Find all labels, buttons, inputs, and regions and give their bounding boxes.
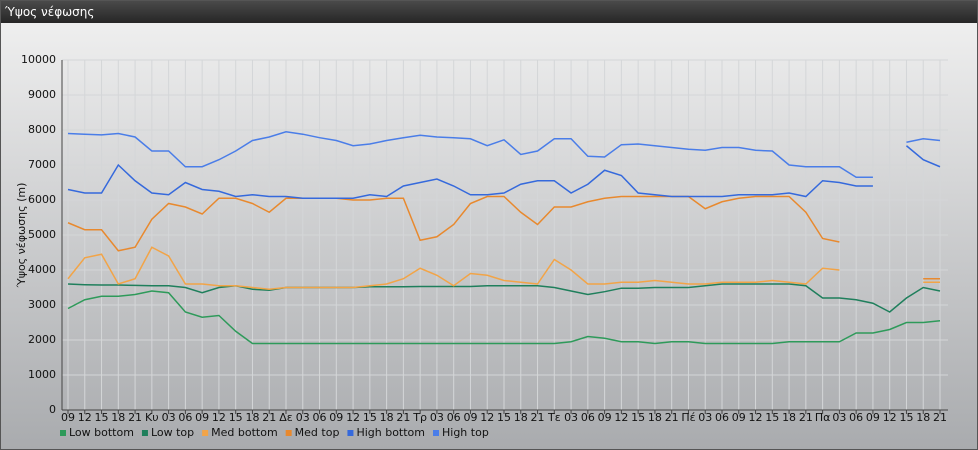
x-tick-label: 12 [212,411,226,424]
y-tick-label: 8000 [28,123,56,136]
x-tick-label: 06 [715,411,729,424]
y-tick-label: 2000 [28,333,56,346]
y-tick-label: 5000 [28,228,56,241]
x-tick-label: 15 [229,411,243,424]
x-tick-label: 06 [581,411,595,424]
legend-swatch [60,430,66,436]
x-tick-label: 09 [732,411,746,424]
y-tick-label: 6000 [28,193,56,206]
x-tick-label: 12 [346,411,360,424]
x-tick-label: 15 [765,411,779,424]
x-tick-label: 21 [531,411,545,424]
series-line [67,130,941,178]
x-tick-label: 18 [514,411,528,424]
x-tick-label: 06 [313,411,327,424]
x-tick-label: 15 [497,411,511,424]
x-tick-label: Πέ [681,411,695,424]
legend-swatch [285,430,292,436]
x-tick-label: 18 [380,411,394,424]
legend-label: High bottom [356,426,425,439]
x-tick-label: Πα [815,411,831,424]
y-tick-label: 10000 [21,53,56,66]
x-tick-label: Τρ [412,411,427,424]
legend-label: Low bottom [69,426,134,439]
x-tick-label: Τε [547,411,561,424]
legend-swatch [141,430,148,436]
x-tick-label: 15 [631,411,645,424]
x-tick-label: 03 [564,411,578,424]
y-tick-label: 3000 [28,298,56,311]
x-tick-label: 18 [916,411,930,424]
y-tick-label: 4000 [28,263,56,276]
x-tick-label: 03 [430,411,444,424]
y-tick-label: 1000 [28,368,56,381]
legend-label: Low top [151,426,194,439]
legend-swatch [433,430,439,436]
x-tick-label: 15 [95,411,109,424]
x-tick-label: 12 [749,411,763,424]
x-tick-label: 03 [162,411,176,424]
y-tick-label: 7000 [28,158,56,171]
x-tick-label: 15 [899,411,913,424]
x-tick-label: 21 [799,411,813,424]
legend-label: Med bottom [211,426,278,439]
y-axis-label: Ύψος νέφωσης (m) [15,183,28,289]
legend-swatch [202,430,209,436]
x-tick-label: 03 [698,411,712,424]
series-line [67,283,941,313]
x-tick-label: 09 [463,411,477,424]
x-tick-label: 03 [296,411,310,424]
x-tick-label: 09 [61,411,75,424]
x-tick-label: Κυ [145,411,159,424]
x-tick-label: 06 [178,411,192,424]
x-tick-label: 18 [111,411,125,424]
y-tick-label: 0 [49,403,56,416]
series-line [67,246,940,291]
x-tick-label: 09 [866,411,880,424]
x-tick-label: 18 [648,411,662,424]
legend-label: High top [442,426,489,439]
x-tick-label: Δε [279,411,293,424]
x-tick-label: 06 [447,411,461,424]
x-tick-label: 06 [849,411,863,424]
x-tick-label: 21 [128,411,142,424]
x-tick-label: 21 [262,411,276,424]
series-line [67,290,941,345]
x-tick-label: 18 [782,411,796,424]
x-tick-label: 12 [883,411,897,424]
x-tick-label: 12 [480,411,494,424]
x-tick-label: 03 [832,411,846,424]
x-tick-label: 09 [195,411,209,424]
x-tick-label: 12 [78,411,92,424]
x-tick-label: 21 [933,411,947,424]
x-tick-label: 21 [665,411,679,424]
x-tick-label: 12 [614,411,628,424]
legend-label: Med top [295,426,340,439]
series-line [67,195,940,280]
title-bar: Ύψος νέφωσης [1,1,977,23]
legend-swatch [347,430,354,436]
x-tick-label: 21 [396,411,410,424]
x-tick-label: 15 [363,411,377,424]
y-tick-label: 9000 [28,88,56,101]
x-tick-label: 18 [245,411,259,424]
x-tick-label: 09 [329,411,343,424]
series-line [67,145,941,199]
x-tick-label: 09 [598,411,612,424]
